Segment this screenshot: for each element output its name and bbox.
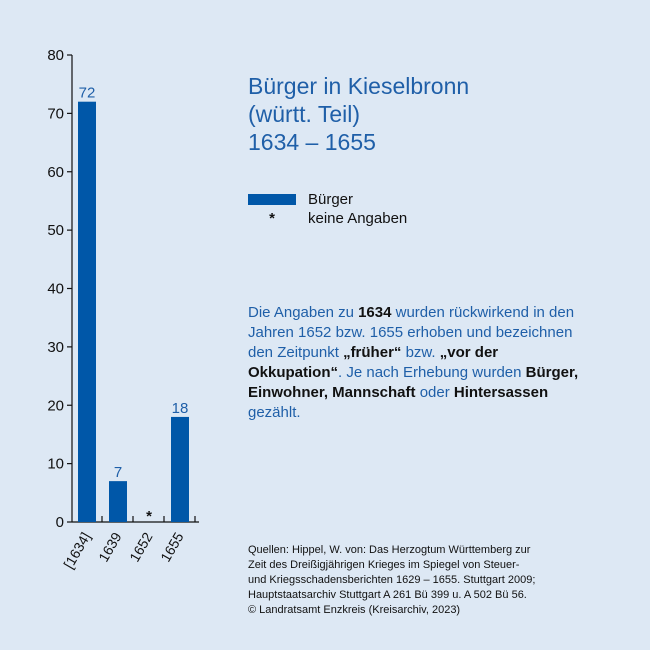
- chart-title: Bürger in Kieselbronn (württ. Teil) 1634…: [248, 72, 469, 156]
- note-bold: 1634: [358, 304, 392, 321]
- title-line-1: Bürger in Kieselbronn: [248, 73, 470, 99]
- explanatory-note: Die Angaben zu 1634 wurden rückwirkend i…: [248, 303, 593, 423]
- sources-line: Zeit des Dreißigjährigen Krieges im Spie…: [248, 559, 520, 571]
- note-bold: „früher“: [343, 344, 402, 361]
- y-tick-label: 0: [56, 514, 64, 531]
- y-tick-label: 10: [47, 456, 64, 473]
- sources-note: Quellen: Hippel, W. von: Das Herzogtum W…: [248, 543, 618, 618]
- bar: [171, 416, 189, 522]
- copyright-line: © Landratsamt Enzkreis (Kreisarchiv, 202…: [248, 604, 461, 616]
- note-bold: Bürger, Einwohner, Mannschaft: [248, 364, 579, 401]
- legend-item-buerger: Bürger: [248, 190, 407, 209]
- note-text: Die Angaben zu: [248, 304, 359, 321]
- legend-swatch: [248, 194, 296, 205]
- x-tick-label: 1652: [126, 529, 156, 564]
- note-text: . Je nach Erhebung wurden: [338, 364, 526, 381]
- note-text: bzw.: [401, 344, 440, 361]
- y-tick-label: 30: [47, 339, 64, 356]
- y-tick-label: 20: [47, 397, 64, 414]
- legend-label-keine-angaben: keine Angaben: [308, 210, 408, 227]
- x-tick-label: [1634]: [60, 530, 93, 572]
- x-tick-label: 1655: [157, 529, 187, 564]
- sources-line: Quellen: Hippel, W. von: Das Herzogtum W…: [248, 544, 531, 556]
- y-tick-label: 60: [47, 164, 64, 181]
- note-text: gezählt.: [248, 404, 301, 421]
- note-bold: „vor der Okkupation“: [248, 344, 499, 381]
- y-tick-label: 80: [47, 47, 64, 64]
- x-tick-label: 1639: [95, 529, 125, 564]
- legend: Bürger * keine Angaben: [248, 190, 407, 228]
- legend-item-keine-angaben: * keine Angaben: [248, 209, 407, 228]
- y-tick-label: 70: [47, 105, 64, 122]
- note-text: wurden rückwirkend in den Jahren 1652 bz…: [248, 304, 575, 361]
- note-text: oder: [415, 384, 454, 401]
- no-data-marker: *: [146, 508, 152, 525]
- sources-line: und Kriegsschadensberichten 1629 – 1655.…: [248, 574, 536, 586]
- data-label: 18: [172, 400, 189, 417]
- data-label: 72: [79, 85, 96, 102]
- bar: [109, 481, 127, 522]
- y-tick-label: 50: [47, 222, 64, 239]
- y-tick-label: 40: [47, 281, 64, 298]
- title-line-2: (württ. Teil): [248, 101, 361, 127]
- legend-star-symbol: *: [269, 210, 275, 227]
- data-label: 7: [114, 464, 122, 481]
- title-line-3: 1634 – 1655: [248, 129, 376, 155]
- sources-line: Hauptstaatsarchiv Stuttgart A 261 Bü 399…: [248, 589, 527, 601]
- legend-label-buerger: Bürger: [308, 191, 354, 208]
- note-bold: Hintersassen: [453, 384, 549, 401]
- bar: [78, 101, 96, 522]
